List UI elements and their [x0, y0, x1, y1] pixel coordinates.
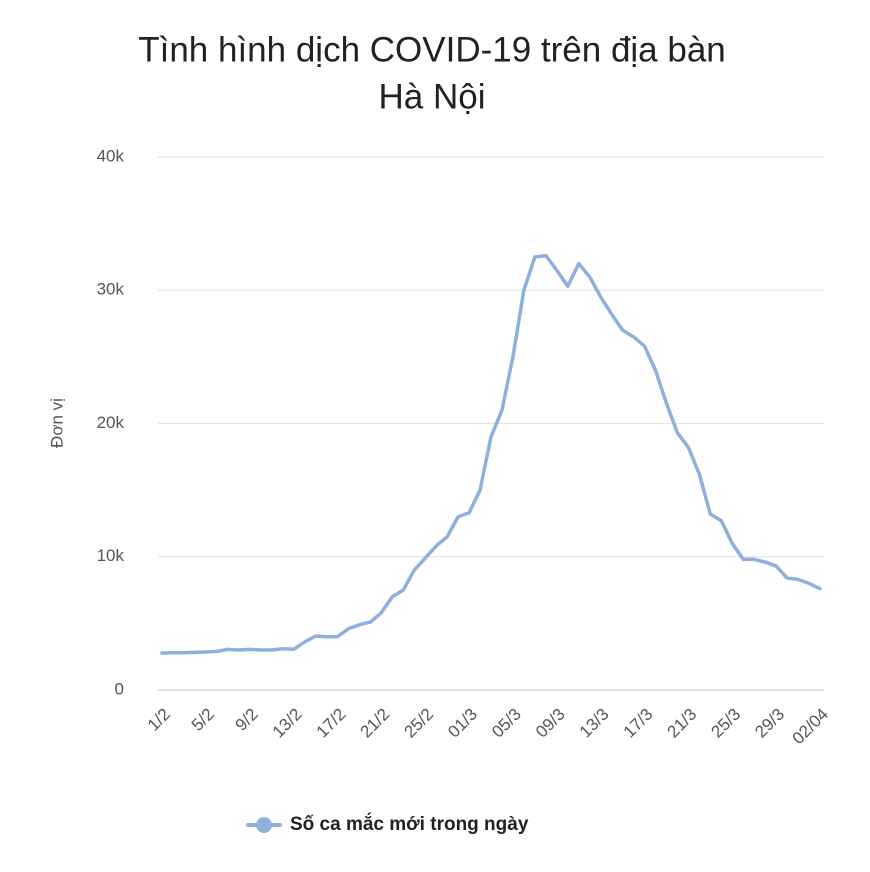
x-tick-label: 21/2 [356, 705, 393, 742]
x-tick-label: 17/2 [313, 705, 350, 742]
x-tick-label: 1/2 [144, 705, 174, 735]
x-tick-label: 21/3 [664, 705, 701, 742]
y-tick-label: 20k [97, 413, 125, 432]
y-tick-label: 30k [97, 280, 125, 299]
x-tick-label: 5/2 [188, 705, 218, 735]
x-tick-label: 25/2 [400, 705, 437, 742]
x-tick-label: 13/3 [576, 705, 613, 742]
x-tick-label: 17/3 [620, 705, 657, 742]
y-axis-label: Đơn vị [47, 398, 66, 448]
legend-label: Số ca mắc mới trong ngày [290, 813, 529, 835]
x-tick-label: 02/04 [788, 705, 832, 749]
x-tick-label: 9/2 [232, 705, 262, 735]
x-tick-label: 29/3 [751, 705, 788, 742]
data-line [160, 253, 822, 655]
legend-marker [256, 817, 272, 833]
y-tick-label: 40k [97, 146, 125, 165]
chart-title: Hà Nội [379, 77, 486, 116]
x-tick-label: 25/3 [707, 705, 744, 742]
x-tick-label: 01/3 [444, 705, 481, 742]
y-tick-label: 0 [115, 679, 124, 698]
y-tick-label: 10k [97, 546, 125, 565]
x-tick-label: 05/3 [488, 705, 525, 742]
chart-title: Tình hình dịch COVID-19 trên địa bàn [138, 30, 726, 69]
x-tick-label: 09/3 [532, 705, 569, 742]
x-tick-label: 13/2 [269, 705, 306, 742]
